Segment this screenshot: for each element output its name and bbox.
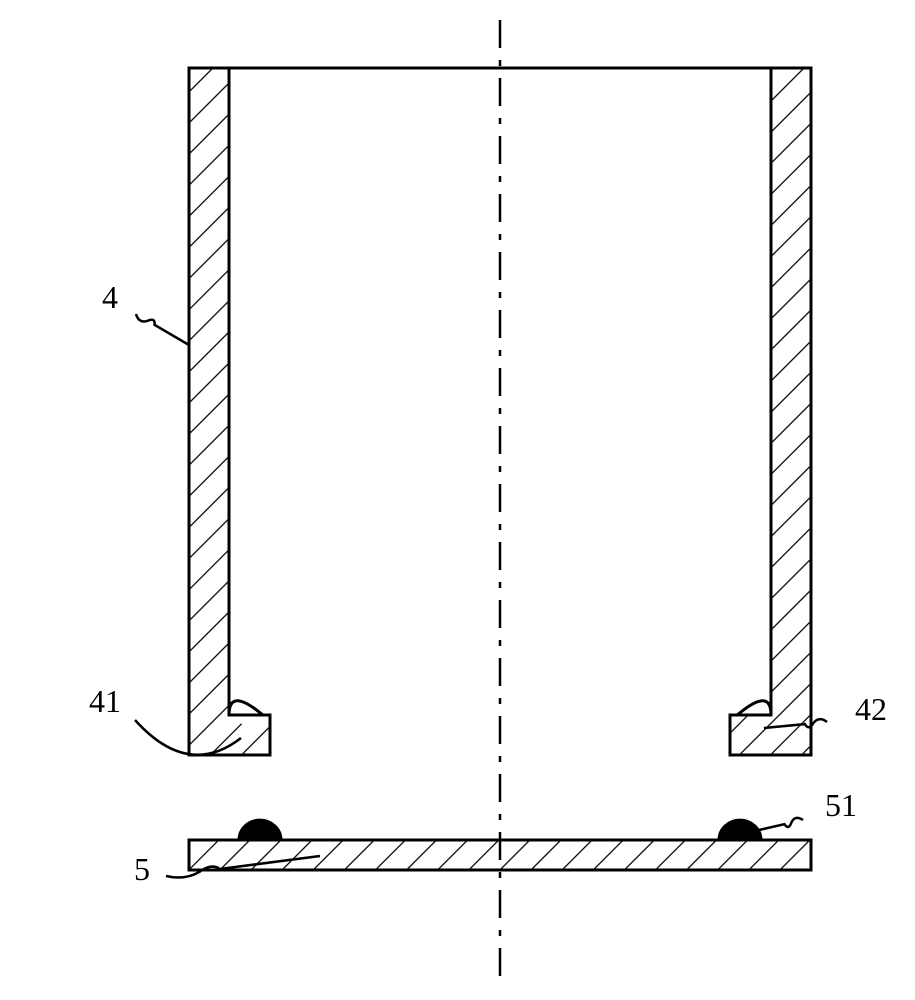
label-text: 41 — [89, 683, 121, 719]
plate-knob-left — [238, 819, 282, 840]
label-51: 51 — [750, 787, 857, 832]
label-text: 4 — [102, 279, 118, 315]
label-4: 4 — [102, 279, 189, 345]
label-text: 5 — [134, 851, 150, 887]
leader-line — [750, 818, 803, 832]
leader-line — [136, 314, 189, 345]
label-text: 51 — [825, 787, 857, 823]
label-text: 42 — [855, 691, 887, 727]
